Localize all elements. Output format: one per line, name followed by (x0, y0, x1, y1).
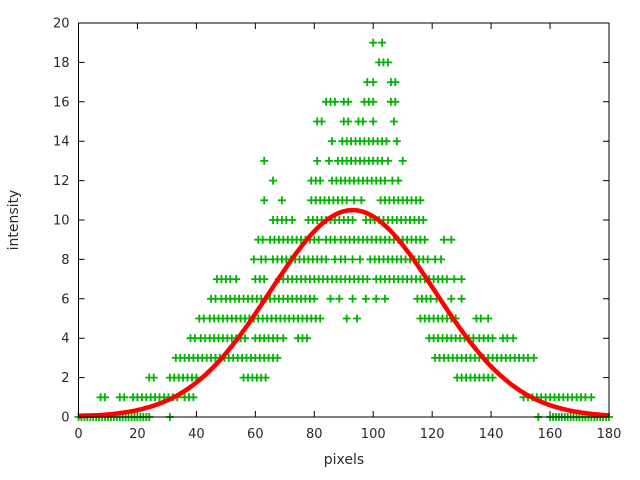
y-tick-label: 2 (61, 371, 69, 386)
y-tick-label: 16 (53, 95, 70, 110)
plot-frame (78, 22, 610, 418)
y-axis-label: intensity (6, 189, 22, 251)
y-tick-label: 20 (53, 17, 70, 32)
y-tick-label: 0 (61, 411, 69, 426)
x-tick-label: 80 (306, 427, 323, 442)
x-tick-label: 100 (361, 427, 386, 442)
y-tick-label: 18 (53, 56, 70, 71)
x-tick-label: 60 (247, 427, 264, 442)
y-tick-label: 4 (61, 332, 69, 347)
y-tick-label: 14 (53, 135, 70, 150)
x-axis-label: pixels (323, 452, 365, 468)
y-tick-label: 8 (61, 253, 69, 268)
x-tick-label: 160 (538, 427, 563, 442)
fit-curve (78, 207, 610, 419)
y-tick-label: 10 (53, 214, 70, 229)
x-tick-label: 180 (597, 427, 622, 442)
x-tick-label: 140 (479, 427, 504, 442)
y-tick-label: 6 (61, 292, 69, 307)
y-tick-label: 12 (53, 174, 70, 189)
x-tick-label: 120 (420, 427, 445, 442)
x-tick-label: 0 (74, 427, 82, 442)
x-tick-label: 40 (188, 427, 205, 442)
scatter-points (74, 38, 613, 421)
x-tick-label: 20 (129, 427, 146, 442)
